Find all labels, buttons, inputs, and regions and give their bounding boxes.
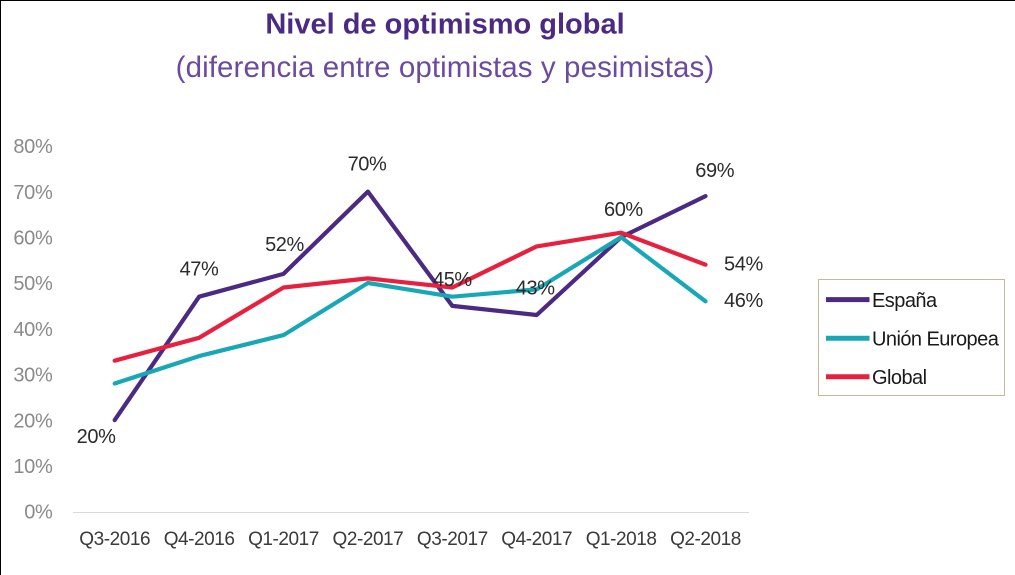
svg-text:52%: 52% [265,234,304,256]
svg-text:10%: 10% [13,456,53,478]
svg-text:Q1-2017: Q1-2017 [248,529,319,550]
svg-text:60%: 60% [604,199,643,221]
svg-text:Nivel de optimismo global: Nivel de optimismo global [265,9,624,41]
svg-text:60%: 60% [13,228,53,250]
svg-text:Q3-2017: Q3-2017 [417,529,488,550]
svg-text:Q3-2016: Q3-2016 [79,529,150,550]
svg-text:Q1-2018: Q1-2018 [586,529,657,550]
svg-text:0%: 0% [24,502,53,524]
svg-text:30%: 30% [13,365,53,387]
svg-text:20%: 20% [77,426,116,448]
svg-text:46%: 46% [724,290,763,312]
svg-text:Unión Europea: Unión Europea [872,328,1000,350]
svg-text:40%: 40% [13,319,53,341]
svg-text:70%: 70% [348,154,387,176]
svg-text:70%: 70% [13,182,53,204]
svg-text:80%: 80% [13,136,53,158]
svg-text:(diferencia entre optimistas y: (diferencia entre optimistas y pesimista… [176,51,715,84]
svg-text:Q4-2017: Q4-2017 [501,529,572,550]
svg-text:Global: Global [872,367,927,389]
svg-text:Q2-2017: Q2-2017 [333,529,404,550]
svg-text:47%: 47% [180,258,219,280]
svg-text:43%: 43% [516,277,555,299]
svg-text:España: España [872,290,938,312]
svg-text:45%: 45% [433,269,472,291]
svg-text:54%: 54% [724,254,763,276]
svg-text:Q2-2018: Q2-2018 [670,529,741,550]
svg-text:20%: 20% [13,410,53,432]
svg-text:50%: 50% [13,273,53,295]
svg-text:Q4-2016: Q4-2016 [164,529,235,550]
svg-text:69%: 69% [695,160,734,182]
